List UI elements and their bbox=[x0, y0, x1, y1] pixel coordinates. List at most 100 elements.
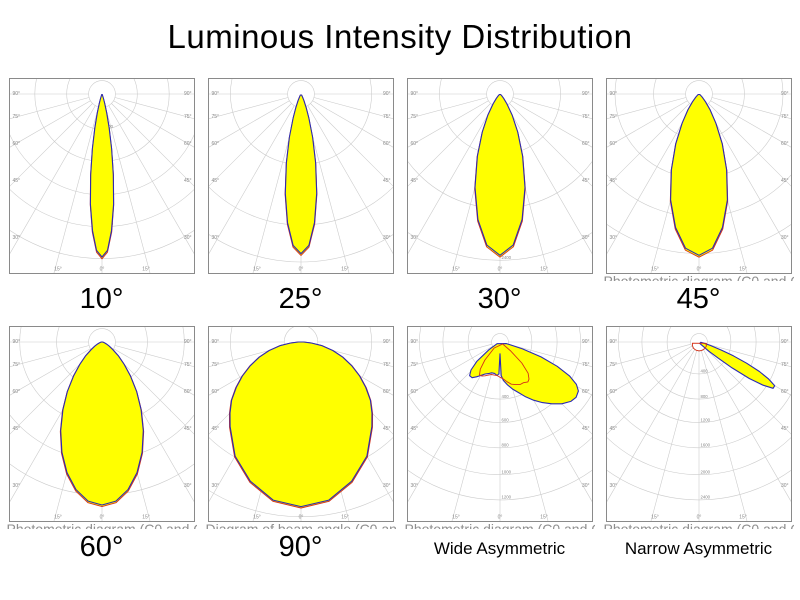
svg-text:800: 800 bbox=[700, 394, 708, 399]
svg-text:75°: 75° bbox=[410, 114, 418, 120]
svg-text:60°: 60° bbox=[609, 141, 617, 147]
svg-text:45°: 45° bbox=[12, 426, 20, 432]
polar-diagram-60deg: 20040060080090°90°75°75°60°60°45°45°30°3… bbox=[8, 326, 195, 522]
svg-text:75°: 75° bbox=[12, 362, 20, 368]
svg-text:30°: 30° bbox=[780, 235, 788, 241]
chart-cell-90deg: 20040090°90°75°75°60°60°45°45°30°30°15°0… bbox=[201, 326, 400, 574]
svg-text:45°: 45° bbox=[581, 178, 589, 184]
svg-text:15°: 15° bbox=[452, 515, 460, 521]
svg-text:75°: 75° bbox=[410, 362, 418, 368]
svg-text:30°: 30° bbox=[183, 483, 191, 489]
svg-text:60°: 60° bbox=[211, 141, 219, 147]
svg-text:0°: 0° bbox=[298, 515, 303, 521]
cropped-caption: Photometric diagram (C0 and C90 plane) bbox=[405, 522, 595, 529]
svg-text:2000: 2000 bbox=[700, 470, 710, 475]
svg-text:45°: 45° bbox=[609, 426, 617, 432]
svg-text:90°: 90° bbox=[12, 339, 20, 345]
beam-angle-label: Narrow Asymmetric bbox=[624, 539, 773, 558]
svg-text:75°: 75° bbox=[780, 362, 788, 368]
svg-text:75°: 75° bbox=[12, 114, 20, 120]
svg-text:90°: 90° bbox=[211, 91, 219, 97]
chart-cell-45deg: 4008001200160090°90°75°75°60°60°45°45°30… bbox=[599, 78, 798, 326]
svg-text:30°: 30° bbox=[581, 483, 589, 489]
svg-text:60°: 60° bbox=[211, 389, 219, 395]
svg-text:1000: 1000 bbox=[501, 470, 511, 475]
svg-text:30°: 30° bbox=[581, 235, 589, 241]
charts-grid: 160032004800640090°90°75°75°60°60°45°45°… bbox=[0, 78, 800, 574]
svg-text:45°: 45° bbox=[780, 178, 788, 184]
svg-text:75°: 75° bbox=[780, 114, 788, 120]
svg-text:60°: 60° bbox=[581, 389, 589, 395]
page-title: Luminous Intensity Distribution bbox=[167, 18, 633, 55]
svg-text:60°: 60° bbox=[382, 389, 390, 395]
svg-text:90°: 90° bbox=[183, 339, 191, 345]
beam-angle-label: 30° bbox=[477, 283, 522, 315]
svg-text:60°: 60° bbox=[780, 141, 788, 147]
svg-text:15°: 15° bbox=[739, 267, 747, 273]
svg-text:30°: 30° bbox=[609, 235, 617, 241]
svg-text:90°: 90° bbox=[609, 339, 617, 345]
svg-text:60°: 60° bbox=[410, 141, 418, 147]
svg-text:30°: 30° bbox=[609, 483, 617, 489]
svg-text:45°: 45° bbox=[382, 426, 390, 432]
svg-text:90°: 90° bbox=[581, 91, 589, 97]
svg-text:75°: 75° bbox=[581, 114, 589, 120]
svg-text:30°: 30° bbox=[382, 483, 390, 489]
svg-text:15°: 15° bbox=[452, 267, 460, 273]
polar-diagram-90deg: 20040090°90°75°75°60°60°45°45°30°30°15°0… bbox=[207, 326, 394, 522]
beam-angle-label: 25° bbox=[278, 283, 323, 315]
chart-cell-10deg: 160032004800640090°90°75°75°60°60°45°45°… bbox=[2, 78, 201, 326]
svg-text:90°: 90° bbox=[609, 91, 617, 97]
svg-text:600: 600 bbox=[501, 417, 509, 422]
svg-text:75°: 75° bbox=[211, 362, 219, 368]
svg-text:90°: 90° bbox=[382, 339, 390, 345]
svg-text:90°: 90° bbox=[410, 339, 418, 345]
svg-text:400: 400 bbox=[501, 394, 509, 399]
beam-angle-label: Wide Asymmetric bbox=[433, 539, 566, 558]
svg-text:15°: 15° bbox=[54, 515, 62, 521]
cropped-caption bbox=[7, 274, 197, 281]
svg-text:60°: 60° bbox=[780, 389, 788, 395]
chart-cell-30deg: 8001600240090°90°75°75°60°60°45°45°30°30… bbox=[400, 78, 599, 326]
svg-text:30°: 30° bbox=[382, 235, 390, 241]
svg-text:2400: 2400 bbox=[700, 495, 710, 500]
svg-text:15°: 15° bbox=[540, 515, 548, 521]
svg-text:30°: 30° bbox=[410, 235, 418, 241]
svg-text:90°: 90° bbox=[12, 91, 20, 97]
svg-text:60°: 60° bbox=[12, 389, 20, 395]
svg-text:45°: 45° bbox=[12, 178, 20, 184]
svg-text:60°: 60° bbox=[12, 141, 20, 147]
beam-angle-label: 10° bbox=[79, 283, 124, 315]
svg-text:75°: 75° bbox=[581, 362, 589, 368]
beam-angle-label: 60° bbox=[79, 531, 124, 563]
beam-angle-label: 45° bbox=[676, 283, 721, 315]
svg-text:15°: 15° bbox=[651, 267, 659, 273]
polar-diagram-10deg: 160032004800640090°90°75°75°60°60°45°45°… bbox=[8, 78, 195, 274]
svg-text:15°: 15° bbox=[142, 267, 150, 273]
svg-text:0°: 0° bbox=[497, 515, 502, 521]
svg-text:15°: 15° bbox=[739, 515, 747, 521]
beam-angle-label: 90° bbox=[278, 531, 323, 563]
svg-text:75°: 75° bbox=[382, 362, 390, 368]
polar-diagram-45deg: 4008001200160090°90°75°75°60°60°45°45°30… bbox=[605, 78, 792, 274]
chart-cell-25deg: 1600320090°90°75°75°60°60°45°45°30°30°15… bbox=[201, 78, 400, 326]
svg-text:0°: 0° bbox=[298, 267, 303, 273]
svg-text:45°: 45° bbox=[183, 178, 191, 184]
svg-text:90°: 90° bbox=[382, 91, 390, 97]
svg-text:90°: 90° bbox=[410, 91, 418, 97]
svg-text:15°: 15° bbox=[253, 515, 261, 521]
svg-text:1200: 1200 bbox=[501, 495, 511, 500]
cropped-caption bbox=[206, 274, 396, 281]
svg-text:0°: 0° bbox=[696, 515, 701, 521]
svg-text:60°: 60° bbox=[382, 141, 390, 147]
polar-diagram-30deg: 8001600240090°90°75°75°60°60°45°45°30°30… bbox=[406, 78, 593, 274]
svg-text:75°: 75° bbox=[382, 114, 390, 120]
svg-text:15°: 15° bbox=[540, 267, 548, 273]
svg-text:90°: 90° bbox=[183, 91, 191, 97]
svg-text:15°: 15° bbox=[341, 267, 349, 273]
polar-diagram-wide-asymmetric: 2004006008001000120090°90°75°75°60°60°45… bbox=[406, 326, 593, 522]
svg-text:1200: 1200 bbox=[700, 417, 710, 422]
svg-text:30°: 30° bbox=[12, 483, 20, 489]
svg-text:30°: 30° bbox=[12, 235, 20, 241]
